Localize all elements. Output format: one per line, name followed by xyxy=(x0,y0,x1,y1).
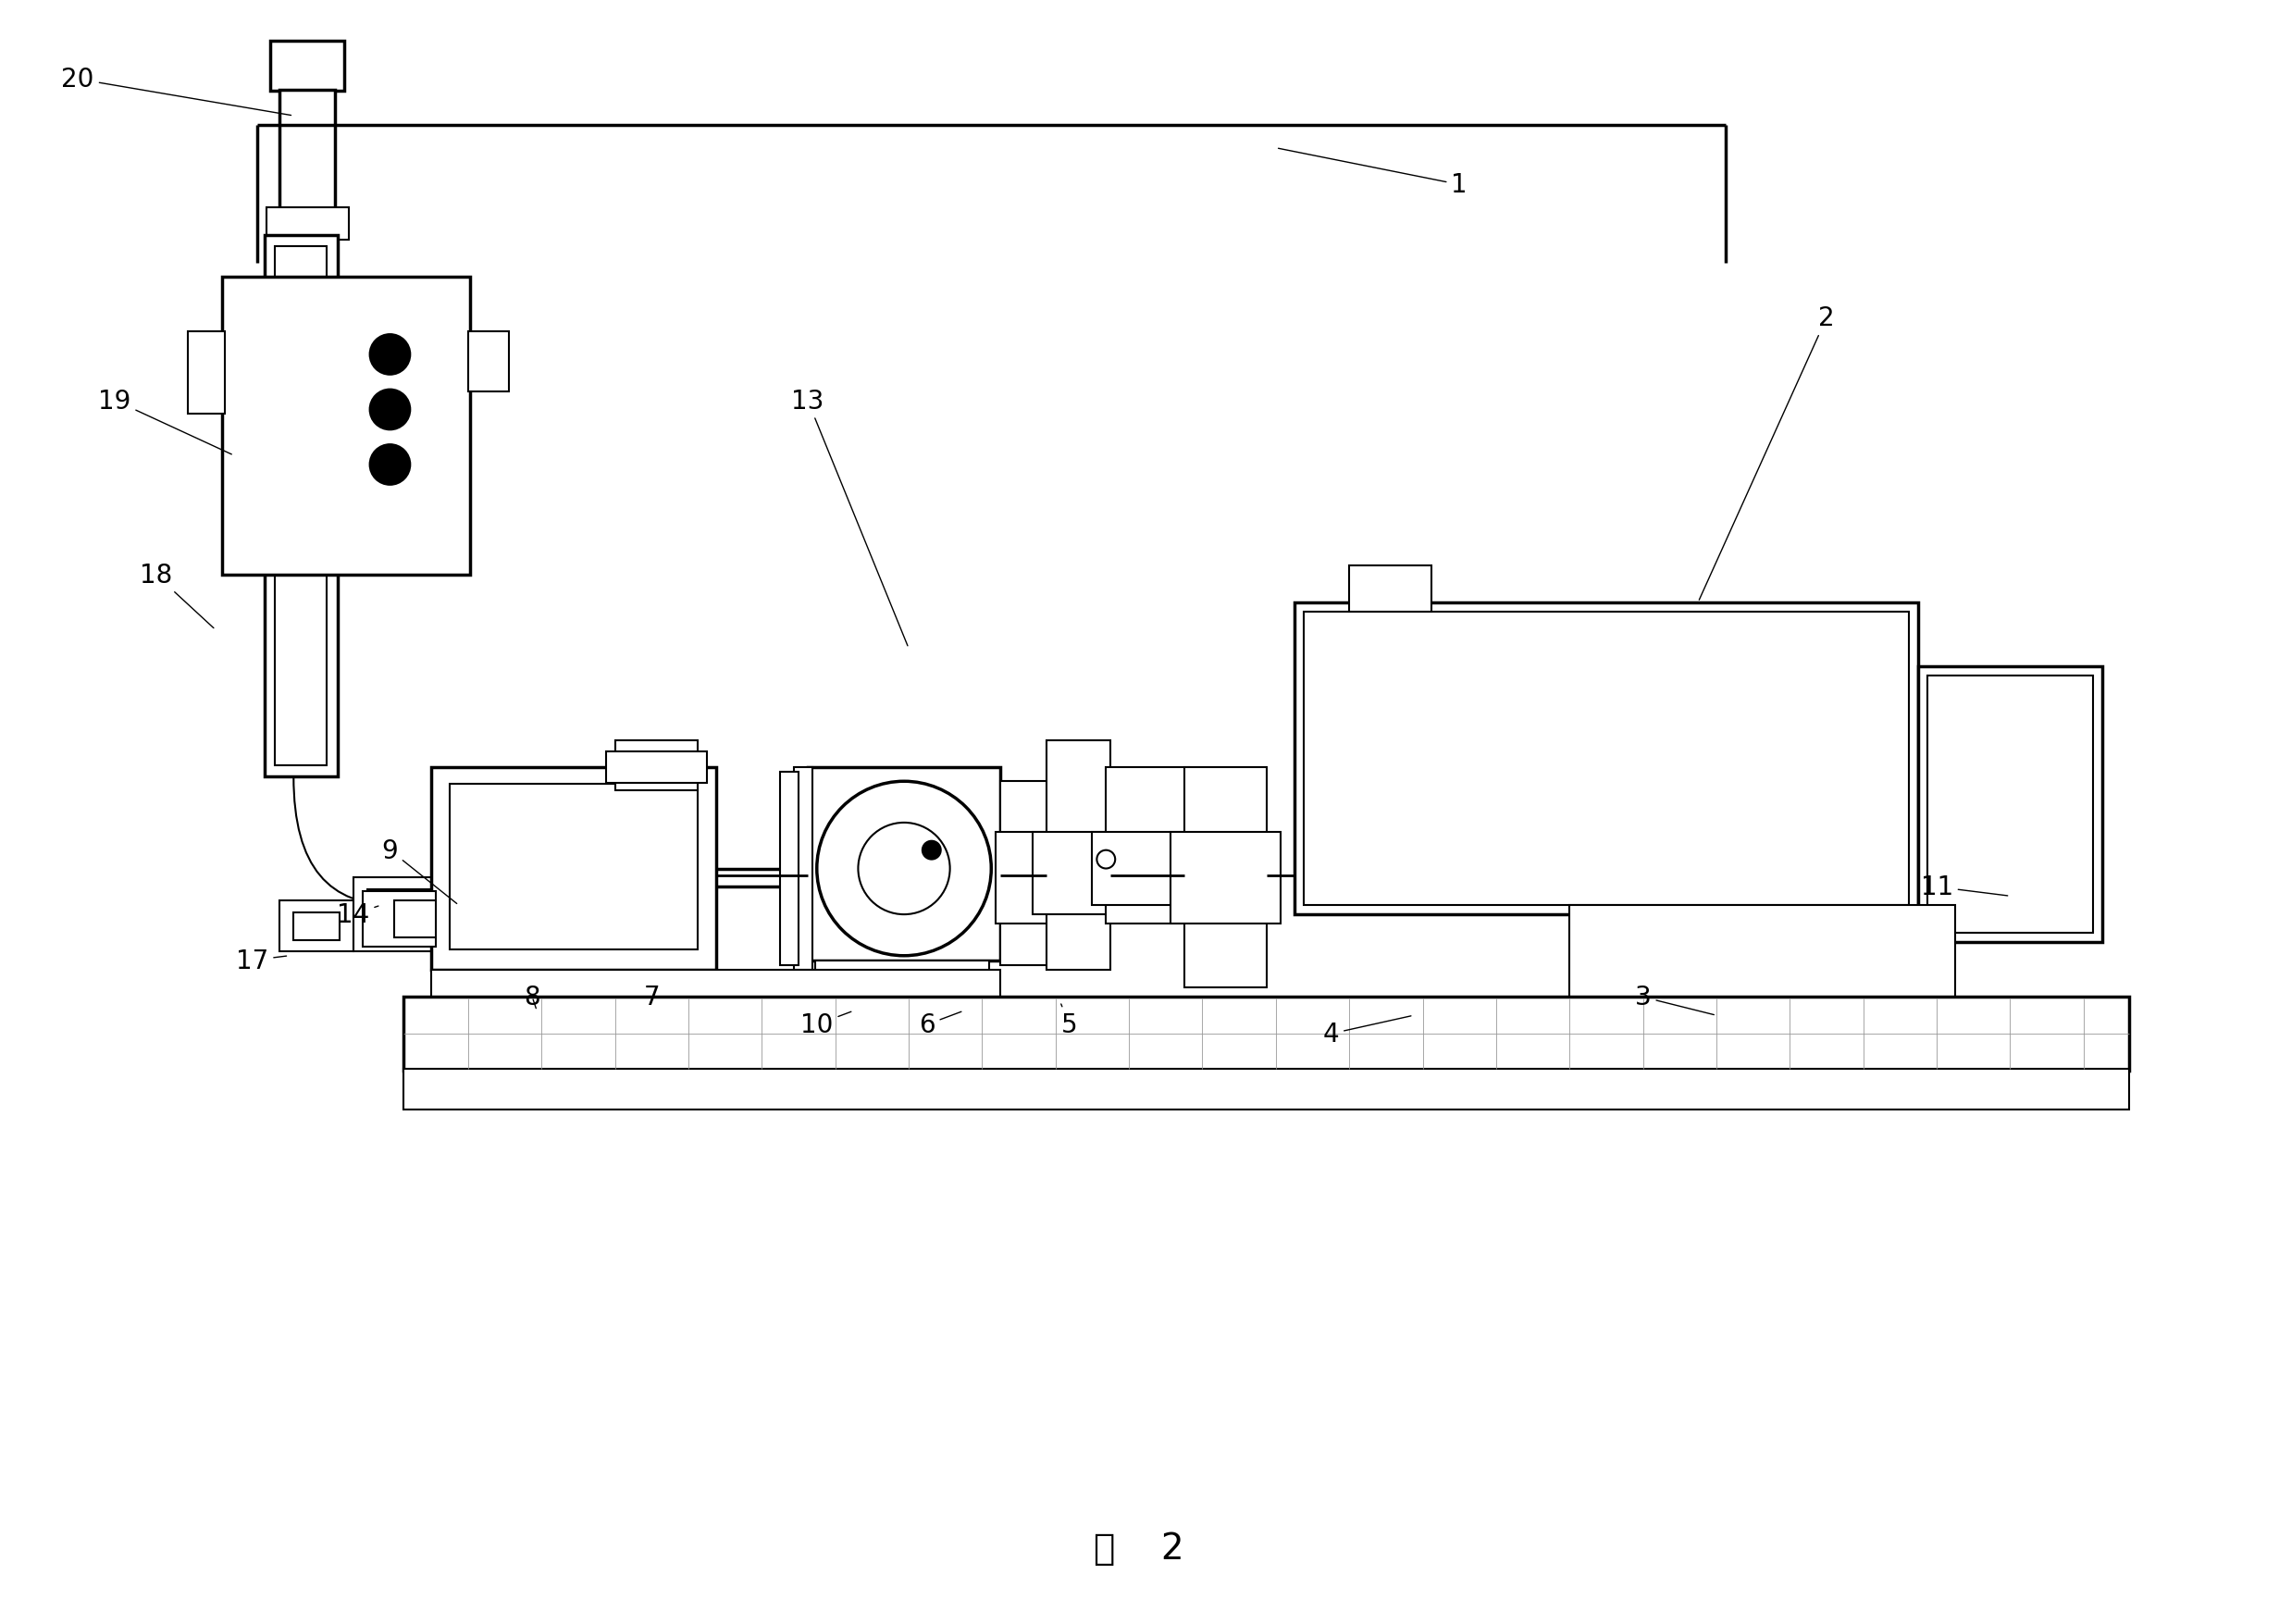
Bar xyxy=(267,208,349,240)
Bar xyxy=(1092,831,1203,906)
Bar xyxy=(403,1069,2129,1111)
Bar xyxy=(1294,603,1919,914)
Bar xyxy=(779,773,798,965)
Bar xyxy=(996,831,1055,924)
Bar xyxy=(1919,667,2101,942)
Bar xyxy=(807,768,1000,961)
Bar xyxy=(1304,612,1910,906)
Bar xyxy=(1185,768,1267,987)
Text: 7: 7 xyxy=(643,984,677,1010)
Bar xyxy=(431,768,716,970)
Bar xyxy=(1169,831,1281,924)
Bar xyxy=(264,235,337,778)
Text: 9: 9 xyxy=(383,838,456,905)
Bar xyxy=(189,333,226,414)
Bar xyxy=(271,41,344,91)
Bar xyxy=(1032,831,1124,914)
Bar xyxy=(1928,676,2092,934)
Text: 2: 2 xyxy=(1700,305,1835,601)
Bar xyxy=(793,768,811,970)
Text: 6: 6 xyxy=(918,1012,962,1038)
Text: 4: 4 xyxy=(1322,1017,1411,1047)
Text: 3: 3 xyxy=(1634,984,1714,1015)
Bar xyxy=(1105,768,1190,924)
Text: 14: 14 xyxy=(337,901,378,927)
Circle shape xyxy=(1096,851,1114,869)
Bar xyxy=(843,1023,962,1096)
Circle shape xyxy=(923,841,941,859)
Bar xyxy=(1570,906,1955,1025)
Circle shape xyxy=(369,335,410,375)
Bar xyxy=(615,741,697,791)
Bar xyxy=(362,892,435,947)
Text: 图    2: 图 2 xyxy=(1094,1530,1185,1566)
Bar xyxy=(276,247,326,767)
Bar xyxy=(403,997,2129,1070)
Bar xyxy=(280,901,353,952)
Bar xyxy=(221,278,469,575)
Text: 19: 19 xyxy=(98,388,232,455)
Bar xyxy=(449,784,697,950)
Text: 11: 11 xyxy=(1921,874,2008,900)
Circle shape xyxy=(369,445,410,486)
Bar xyxy=(1570,1023,1955,1096)
Text: 20: 20 xyxy=(62,67,292,115)
Bar xyxy=(394,901,435,937)
Circle shape xyxy=(859,823,950,914)
Circle shape xyxy=(816,781,991,957)
Bar xyxy=(1000,781,1051,965)
Bar xyxy=(467,333,508,391)
Bar xyxy=(1349,567,1431,612)
Text: 18: 18 xyxy=(139,562,214,628)
Bar xyxy=(816,961,989,1025)
Bar xyxy=(1046,741,1110,970)
Text: 13: 13 xyxy=(791,388,907,646)
Text: 10: 10 xyxy=(800,1012,850,1038)
Text: 17: 17 xyxy=(237,948,287,973)
Bar xyxy=(280,91,335,209)
Circle shape xyxy=(369,390,410,430)
Text: 8: 8 xyxy=(524,984,540,1010)
Text: 1: 1 xyxy=(1279,149,1468,198)
Text: 5: 5 xyxy=(1062,1004,1078,1038)
Bar xyxy=(353,879,454,952)
Bar xyxy=(606,752,706,783)
Bar xyxy=(431,1023,1000,1060)
Bar xyxy=(367,890,440,940)
Bar xyxy=(294,913,340,940)
Bar xyxy=(431,970,1000,1025)
